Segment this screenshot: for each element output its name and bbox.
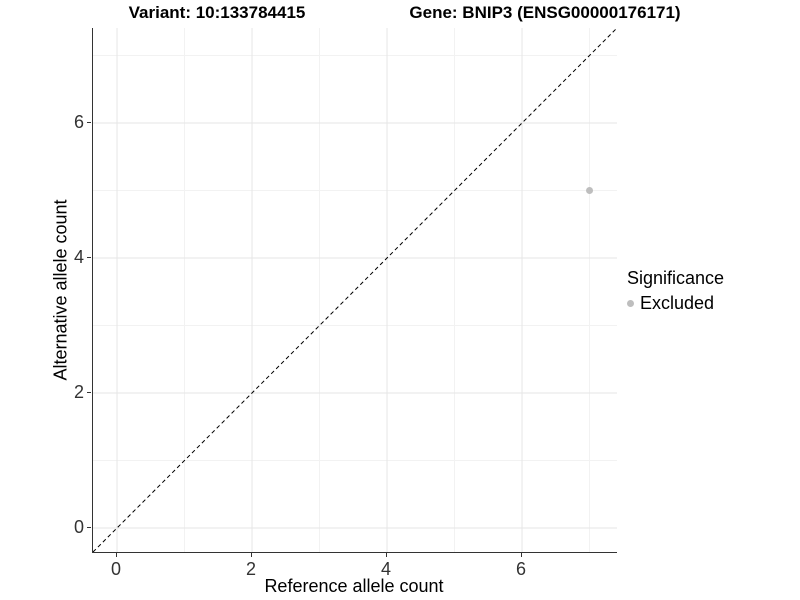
data-point — [586, 186, 594, 194]
plot-title-gene: Gene: BNIP3 (ENSG00000176171) — [409, 3, 681, 22]
plot-title-variant: Variant: 10:133784415 — [128, 3, 306, 22]
x-axis-tick-label: 2 — [246, 559, 257, 579]
y-axis-tick — [87, 122, 91, 124]
legend-item-excluded: Excluded — [627, 293, 724, 314]
legend-item-label: Excluded — [640, 293, 715, 313]
y-axis-tick — [87, 392, 91, 394]
x-axis-tick — [250, 553, 252, 557]
legend-title: Significance — [627, 268, 725, 288]
x-axis-tick — [115, 553, 117, 557]
y-axis-tick — [87, 527, 91, 529]
x-axis-tick-label: 0 — [111, 559, 122, 579]
y-axis-tick-label: 6 — [73, 111, 84, 132]
y-axis-tick-label: 0 — [73, 516, 84, 537]
x-axis-tick-label: 6 — [516, 559, 527, 579]
y-axis-tick-label: 2 — [73, 381, 84, 402]
circle-marker-icon — [627, 300, 634, 307]
y-axis-tick — [87, 257, 91, 259]
x-axis-title: Reference allele count — [264, 576, 444, 596]
identity-line — [93, 28, 617, 552]
x-axis-tick — [520, 553, 522, 557]
legend: Significance Excluded — [627, 268, 724, 314]
x-axis-tick-label: 4 — [381, 559, 392, 579]
x-axis-tick — [385, 553, 387, 557]
plot-canvas — [93, 28, 617, 552]
plot-panel — [92, 28, 617, 553]
y-axis-tick-label: 4 — [73, 246, 84, 267]
y-axis-title: Alternative allele count — [50, 199, 71, 381]
